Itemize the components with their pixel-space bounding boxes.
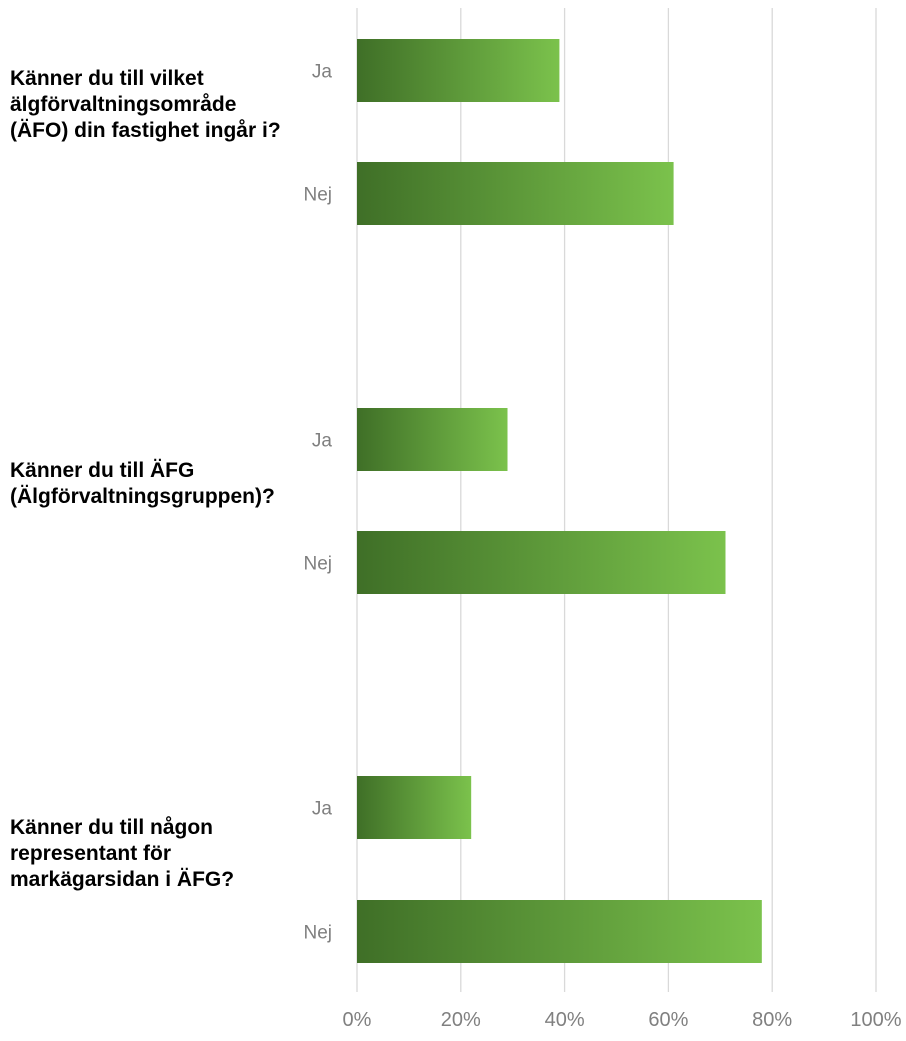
bar-nej — [357, 531, 726, 594]
category-label: Nej — [303, 923, 332, 944]
question-label-representant: Känner du till någon representant för ma… — [10, 816, 235, 891]
bar-ja — [357, 776, 472, 839]
bar-nej — [357, 900, 762, 963]
bar-ja — [357, 39, 560, 102]
category-label: Ja — [312, 431, 333, 452]
x-tick-label: 20% — [441, 1009, 481, 1031]
x-tick-label: 80% — [752, 1009, 792, 1031]
category-label: Nej — [303, 185, 332, 206]
category-label: Ja — [312, 799, 333, 820]
question-label-afg: Känner du till ÄFG (Älgförvaltningsgrupp… — [10, 459, 275, 508]
x-tick-label: 40% — [545, 1009, 585, 1031]
bar-ja — [357, 408, 508, 471]
category-label: Nej — [303, 554, 332, 575]
x-tick-label: 100% — [850, 1009, 901, 1031]
bar-nej — [357, 162, 674, 225]
x-tick-label: 60% — [648, 1009, 688, 1031]
x-tick-label: 0% — [343, 1009, 372, 1031]
category-label: Ja — [312, 62, 333, 83]
question-label-afo: Känner du till vilket älgförvaltningsomr… — [10, 67, 281, 142]
